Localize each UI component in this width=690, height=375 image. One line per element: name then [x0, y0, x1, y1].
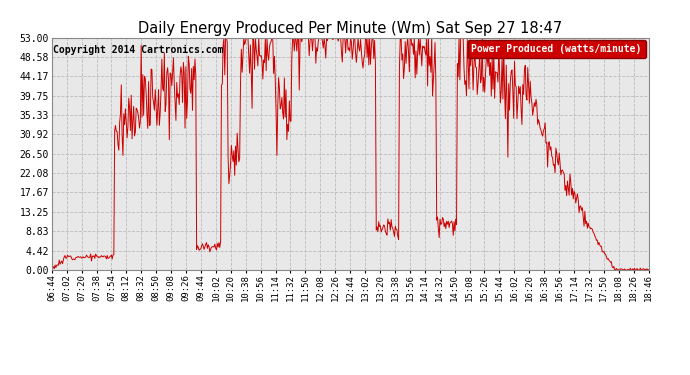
Title: Daily Energy Produced Per Minute (Wm) Sat Sep 27 18:47: Daily Energy Produced Per Minute (Wm) Sa… — [138, 21, 562, 36]
Text: Copyright 2014 Cartronics.com: Copyright 2014 Cartronics.com — [53, 45, 224, 54]
Legend: Power Produced (watts/minute): Power Produced (watts/minute) — [468, 40, 646, 58]
